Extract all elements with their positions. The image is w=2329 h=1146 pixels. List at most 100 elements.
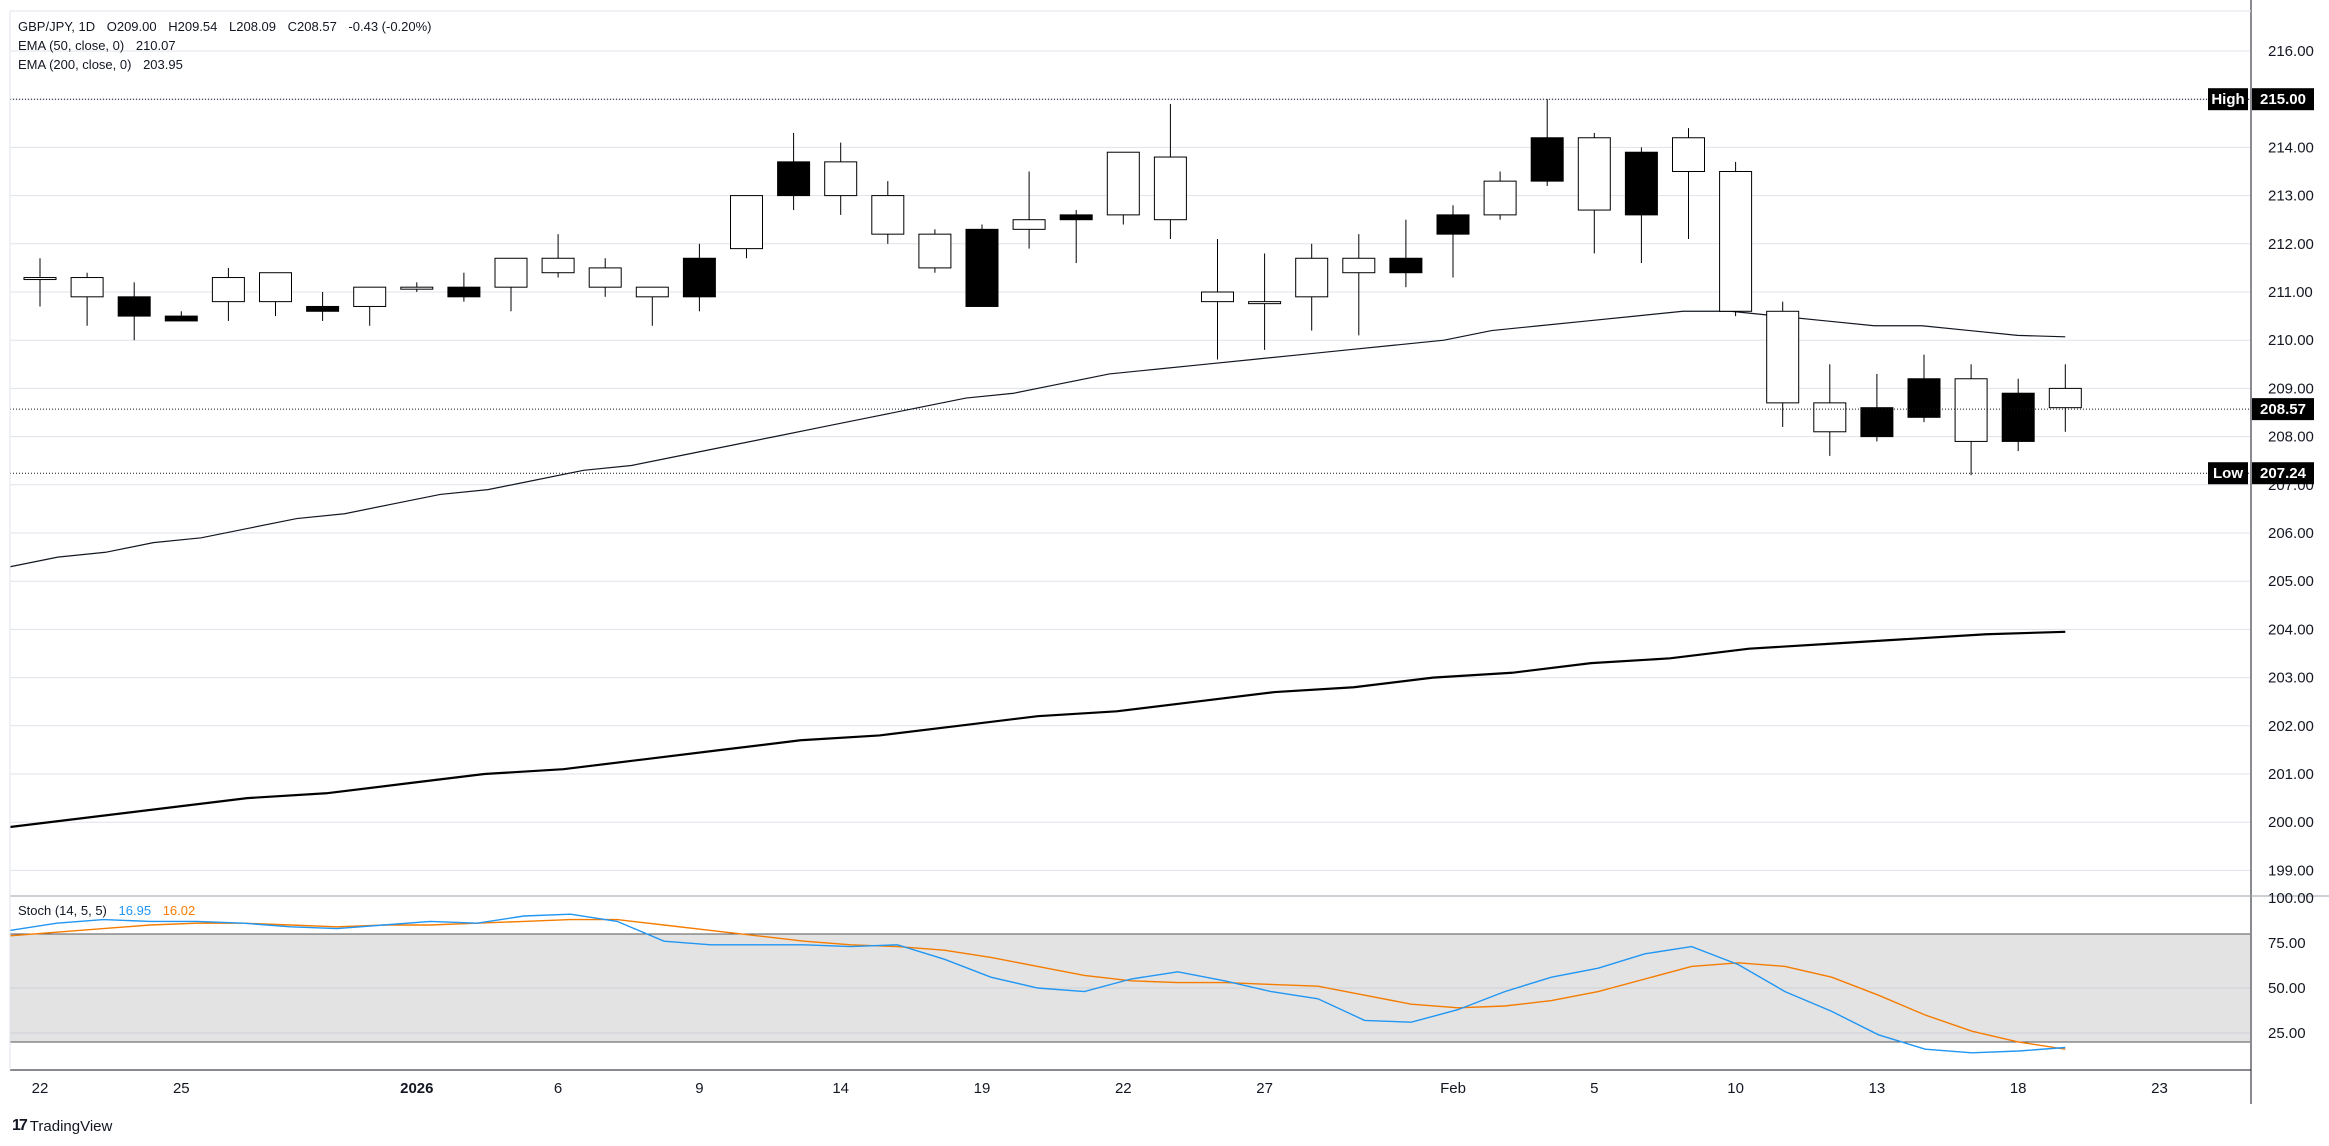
time-tick-label[interactable]: 25 — [173, 1080, 190, 1097]
time-axis-labels[interactable]: 22 25 2026 6 9 14 19 22 27 Feb 5 10 13 18 23 — [32, 1080, 2168, 1097]
stoch-tick-label[interactable]: 25.00 — [2268, 1025, 2306, 1042]
candle[interactable] — [2048, 364, 2082, 432]
time-tick-label[interactable]: 27 — [1256, 1080, 1273, 1097]
candle[interactable] — [2001, 378, 2035, 452]
last-price-tag-value: 208.57 — [2260, 401, 2306, 418]
candle[interactable] — [1954, 364, 1988, 476]
tradingview-logo[interactable]: 17 TradingView — [12, 1117, 112, 1135]
candle-body — [777, 161, 811, 197]
time-tick-label[interactable]: 14 — [832, 1080, 849, 1097]
candle[interactable] — [730, 195, 763, 259]
price-tick-label[interactable]: 214.00 — [2268, 139, 2314, 156]
price-tick-label[interactable]: 203.00 — [2268, 670, 2314, 687]
candle[interactable] — [1106, 151, 1140, 225]
candle[interactable] — [1719, 161, 1753, 317]
candle[interactable] — [1436, 205, 1470, 278]
candle[interactable] — [211, 267, 245, 321]
candle[interactable] — [1813, 364, 1847, 456]
price-tick-label[interactable]: 202.00 — [2268, 718, 2314, 735]
candle-body — [635, 286, 669, 298]
candle[interactable] — [353, 286, 387, 326]
candle[interactable] — [1672, 128, 1705, 239]
price-tick-label[interactable]: 208.00 — [2268, 429, 2314, 446]
candle[interactable] — [541, 234, 575, 278]
price-tick-label[interactable]: 216.00 — [2268, 43, 2314, 60]
candle[interactable] — [871, 181, 905, 244]
candle[interactable] — [1860, 373, 1894, 442]
price-tick-label[interactable]: 209.00 — [2268, 380, 2314, 397]
time-tick-label[interactable]: 10 — [1727, 1080, 1744, 1097]
candle[interactable] — [635, 286, 669, 326]
candle[interactable] — [306, 292, 340, 321]
stoch-tick-label[interactable]: 75.00 — [2268, 935, 2306, 952]
candle[interactable] — [1766, 301, 1800, 427]
ema200-line — [9, 630, 2066, 829]
low-tag-label: Low — [2213, 465, 2243, 482]
price-tick-label[interactable]: 212.00 — [2268, 236, 2314, 253]
price-tick-label[interactable]: 199.00 — [2268, 862, 2314, 879]
candle[interactable] — [1483, 171, 1517, 220]
stoch-legend[interactable]: Stoch (14, 5, 5) 16.95 16.02 — [18, 903, 195, 918]
time-tick-label[interactable]: 22 — [32, 1080, 49, 1097]
time-tick-label[interactable]: 5 — [1590, 1080, 1598, 1097]
time-tick-label[interactable]: 22 — [1115, 1080, 1132, 1097]
candle[interactable] — [259, 272, 292, 317]
candle[interactable] — [1577, 132, 1611, 254]
time-tick-label[interactable]: 23 — [2151, 1080, 2168, 1097]
stoch-tick-label[interactable]: 50.00 — [2268, 980, 2306, 997]
candle[interactable] — [965, 224, 999, 307]
price-tick-label[interactable]: 211.00 — [2268, 284, 2313, 301]
candle[interactable] — [777, 132, 811, 211]
time-tick-label[interactable]: 18 — [2010, 1080, 2027, 1097]
time-tick-label[interactable]: 2026 — [400, 1080, 433, 1097]
price-tick-label[interactable]: 200.00 — [2268, 814, 2314, 831]
candle[interactable] — [494, 257, 528, 312]
ema50-legend[interactable]: EMA (50, close, 0) 210.07 — [18, 38, 176, 53]
time-tick-label[interactable]: 13 — [1869, 1080, 1886, 1097]
candle[interactable] — [1389, 219, 1423, 288]
candle[interactable] — [1295, 243, 1329, 331]
price-tick-label[interactable]: 205.00 — [2268, 573, 2314, 590]
time-tick-label[interactable]: Feb — [1440, 1080, 1466, 1097]
candle[interactable] — [1624, 147, 1658, 264]
ema200-legend[interactable]: EMA (200, close, 0) 203.95 — [18, 57, 183, 72]
candle[interactable] — [918, 229, 952, 273]
price-tick-label[interactable]: 204.00 — [2268, 621, 2314, 638]
candle[interactable] — [117, 282, 151, 341]
stoch-tick-label[interactable]: 100.00 — [2268, 890, 2314, 907]
candle[interactable] — [1907, 354, 1941, 423]
candle[interactable] — [400, 282, 434, 292]
price-tick-label[interactable]: 210.00 — [2268, 332, 2314, 349]
candle[interactable] — [1153, 104, 1187, 239]
candle[interactable] — [447, 272, 481, 302]
candle-body — [494, 257, 528, 288]
candle[interactable] — [70, 272, 104, 326]
candle[interactable] — [1059, 210, 1093, 264]
time-tick-label[interactable]: 6 — [554, 1080, 562, 1097]
ema200-label: EMA (200, close, 0) — [18, 57, 131, 72]
candle[interactable] — [682, 243, 716, 312]
candles[interactable] — [23, 99, 2082, 476]
candle[interactable] — [1342, 234, 1376, 336]
price-axis-labels[interactable]: 216.00215.00214.00213.00212.00211.00210.… — [2268, 43, 2314, 879]
stoch-label: Stoch (14, 5, 5) — [18, 903, 107, 918]
low-value: 208.09 — [236, 19, 276, 34]
candle[interactable] — [1201, 238, 1234, 360]
candle[interactable] — [1530, 99, 1564, 186]
time-tick-label[interactable]: 9 — [695, 1080, 703, 1097]
price-tick-label[interactable]: 206.00 — [2268, 525, 2314, 542]
candle[interactable] — [1248, 253, 1282, 350]
candle[interactable] — [824, 142, 858, 215]
time-tick-label[interactable]: 19 — [974, 1080, 991, 1097]
candle-body — [353, 286, 387, 307]
price-tick-label[interactable]: 201.00 — [2268, 766, 2314, 783]
price-tick-label[interactable]: 213.00 — [2268, 188, 2314, 205]
stoch-axis-labels[interactable]: 100.00 75.00 50.00 25.00 — [2268, 890, 2314, 1042]
symbol-legend[interactable]: GBP/JPY, 1D O209.00 H209.54 L208.09 C208… — [18, 19, 432, 34]
candle[interactable] — [1012, 171, 1046, 249]
candle[interactable] — [588, 258, 622, 297]
candle[interactable] — [23, 258, 57, 307]
candle[interactable] — [164, 311, 198, 322]
